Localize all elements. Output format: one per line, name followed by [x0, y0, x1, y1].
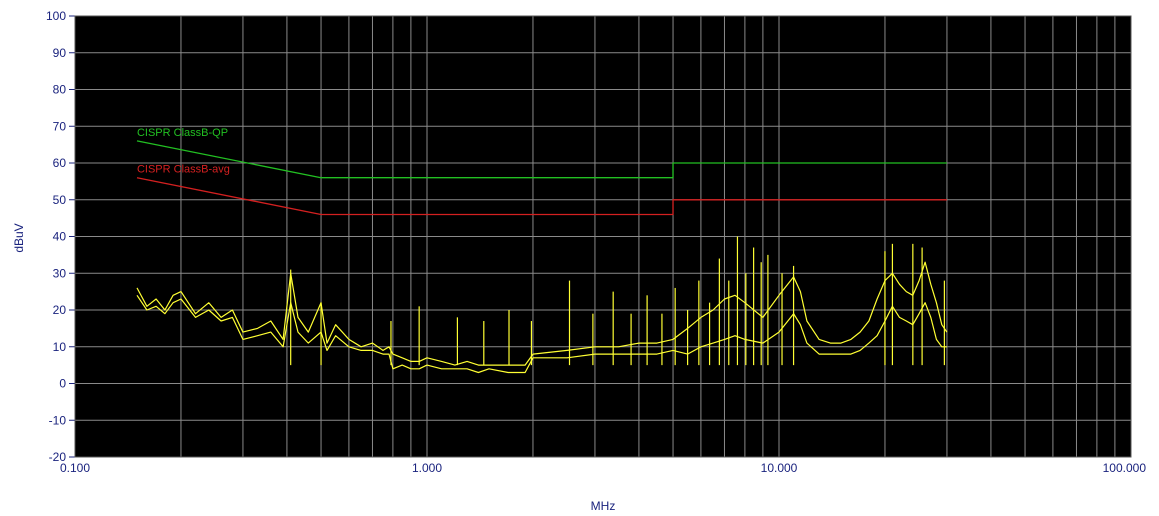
series-labels: CISPR ClassB-QP CISPR ClassB-avg: [137, 127, 230, 176]
limit-line-0: [136, 140, 947, 179]
y-tick-label-5: 50: [53, 193, 67, 207]
plot-border: [74, 15, 1132, 458]
measurement-trace-3: [136, 294, 947, 374]
x-tick-label-2: 10.000: [761, 461, 798, 475]
series-label-1: CISPR ClassB-avg: [137, 164, 230, 176]
x-ticks: 0.100 1.000 10.000 100.000: [60, 461, 1146, 475]
y-tick-label-1: 90: [53, 46, 67, 60]
series-label-0: CISPR ClassB-QP: [137, 127, 228, 139]
y-tick-label-3: 70: [53, 119, 67, 133]
y-tick-label-2: 80: [53, 83, 67, 97]
y-tick-label-7: 30: [53, 266, 67, 280]
limit-lines: [136, 140, 947, 216]
y-tick-label-12: -20: [49, 450, 67, 464]
x-tick-label-1: 1.000: [412, 461, 442, 475]
y-tick-label-11: -10: [49, 413, 67, 427]
measurement-spikes: [290, 236, 945, 366]
y-tick-label-4: 60: [53, 156, 67, 170]
measurement-traces: [136, 261, 948, 374]
y-tick-label-0: 100: [46, 9, 66, 23]
measurement-trace-2: [136, 261, 948, 366]
x-tick-label-0: 0.100: [60, 461, 90, 475]
y-tick-label-6: 40: [53, 230, 67, 244]
x-axis-label: MHz: [591, 499, 616, 513]
limit-line-1: [136, 177, 947, 216]
y-tick-label-8: 20: [53, 303, 67, 317]
y-axis-label: dBuV: [12, 223, 26, 252]
y-tick-label-10: 0: [59, 377, 66, 391]
y-tick-label-9: 10: [53, 340, 67, 354]
x-tick-label-3: 100.000: [1103, 461, 1147, 475]
